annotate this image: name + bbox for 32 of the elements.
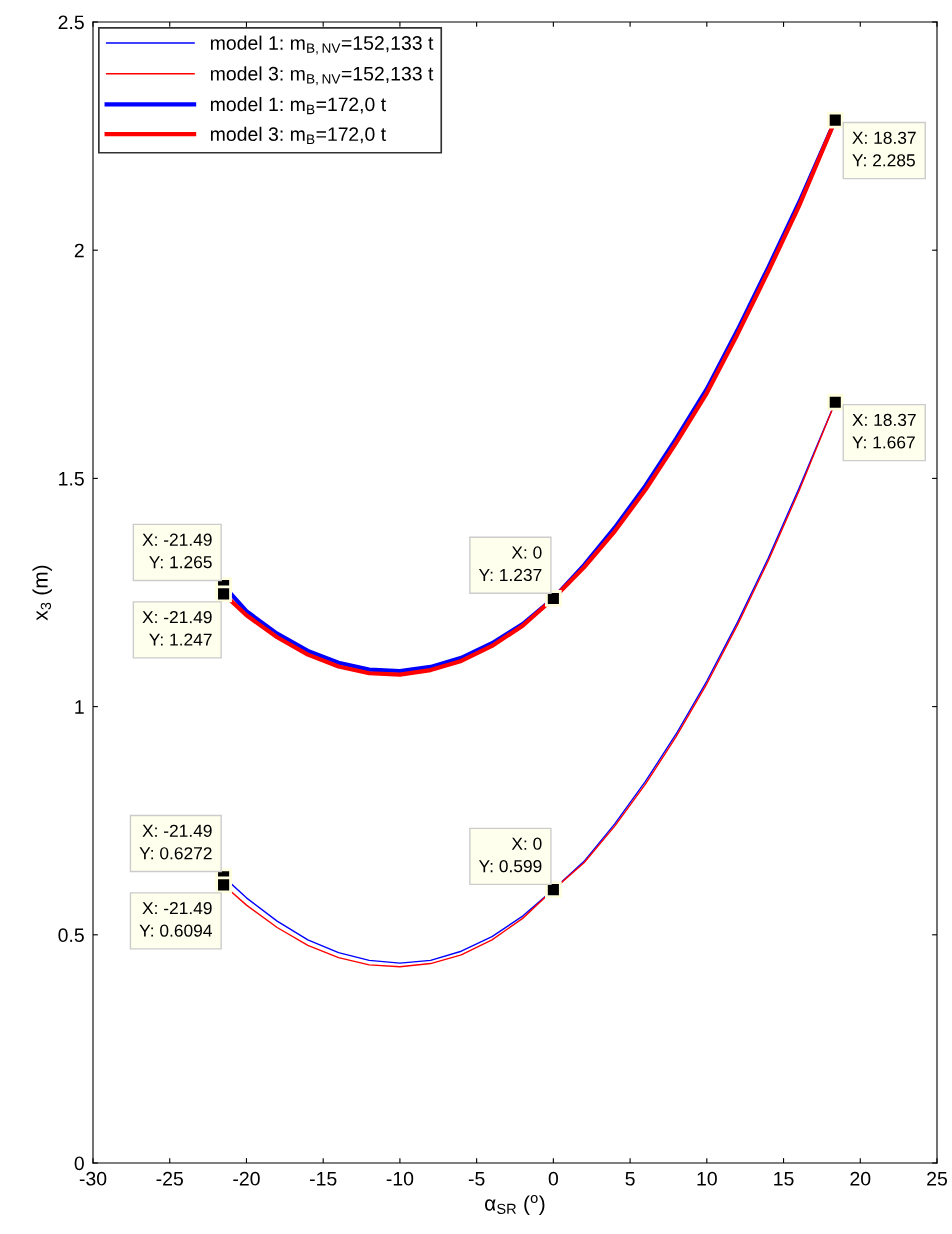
x-tick-label: -20 xyxy=(233,1171,260,1186)
y-tick-label: 2 xyxy=(74,243,84,258)
annotation: X: -21.49 Y: 1.247 xyxy=(142,610,212,646)
x-tick-label: -15 xyxy=(309,1172,337,1186)
x-tick-label: 15 xyxy=(774,1172,794,1186)
annotation: X: -21.49 Y: 0.6094 xyxy=(139,901,212,937)
x-axis-title: α$_{SR}$ ($^{o}$) xyxy=(485,1195,545,1215)
annotation: X: -21.49 Y: 1.265 xyxy=(142,533,212,569)
x-tick-label: 5 xyxy=(625,1172,635,1186)
annotation: X: 18.37 Y: 1.667 xyxy=(852,413,916,449)
annotation: X: 0 Y: 0.599 xyxy=(478,837,542,873)
x-tick-label: 25 xyxy=(927,1171,947,1186)
legend-label: model 3: m$_{B}$=172,0 t xyxy=(210,126,386,144)
legend-label: model 1: m$_{B,NV}$=152,133 t xyxy=(210,35,434,55)
x-tick-label: -10 xyxy=(386,1171,414,1186)
x-tick-label: 10 xyxy=(697,1171,717,1186)
x-tick-label: 0 xyxy=(548,1171,559,1186)
y-tick-label: 0.5 xyxy=(58,928,84,943)
legend-label: model 1: m$_{B}$=172,0 t xyxy=(210,96,386,115)
y-tick-label: 2.5 xyxy=(58,15,84,30)
y-tick-label: 1.5 xyxy=(59,472,84,486)
x-tick-label: -5 xyxy=(468,1172,485,1186)
annotation: X: -21.49 Y: 0.6272 xyxy=(139,824,212,860)
x-tick-label: 20 xyxy=(850,1171,871,1186)
x-tick-label: -25 xyxy=(156,1171,183,1186)
annotation: X: 18.37 Y: 2.285 xyxy=(852,131,916,167)
annotation: X: 0 Y: 1.237 xyxy=(478,546,542,582)
y-tick-label: 0 xyxy=(74,1156,84,1171)
y-tick-label: 1 xyxy=(75,700,84,714)
x-tick-label: -30 xyxy=(79,1171,107,1186)
legend-label: model 3: m$_{B,NV}$=152,133 t xyxy=(210,66,434,86)
y-axis-title: x$_{3}$ (m) xyxy=(32,565,52,621)
